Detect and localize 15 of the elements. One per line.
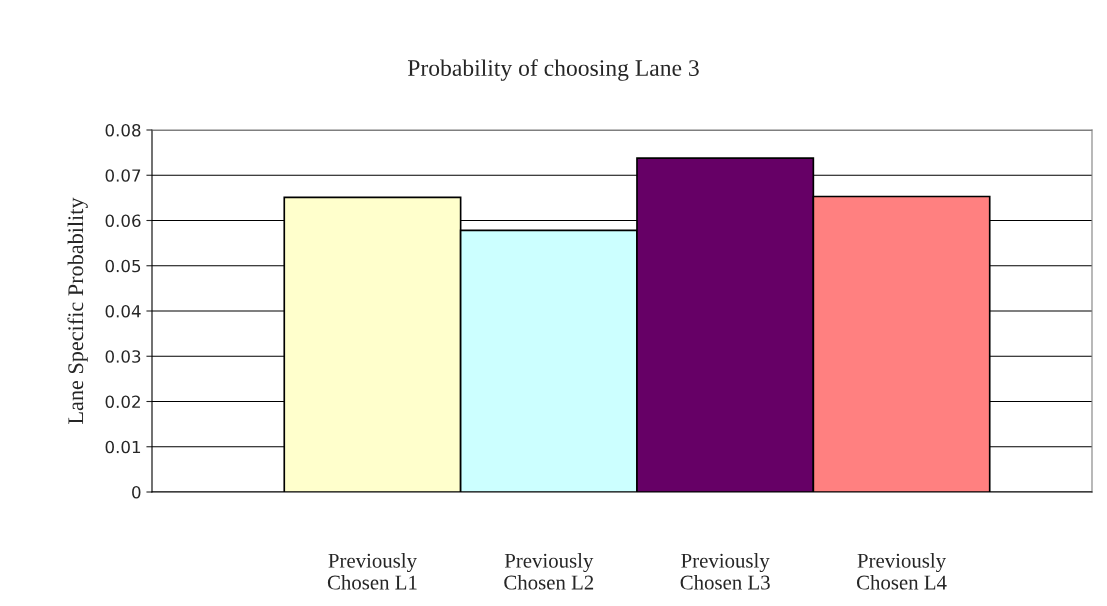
x-tick-label: Previously Chosen L2 (504, 553, 594, 590)
y-tick-label: 0.01 (105, 440, 141, 454)
chart-title: Probability of choosing Lane 3 (407, 59, 699, 81)
y-tick-label: 0.07 (105, 169, 141, 182)
y-tick-label: 0.08 (105, 123, 141, 137)
x-tick-label: Previously Chosen L1 (327, 553, 417, 590)
y-axis-title: Lane Specific Probability (67, 197, 88, 424)
y-tick-label: 0 (132, 485, 141, 499)
x-tick-label: Previously Chosen L4 (856, 553, 947, 590)
y-tick-label: 0.03 (105, 350, 141, 363)
y-tick-label: 0.04 (105, 304, 141, 318)
y-tick-label: 0.06 (105, 214, 141, 228)
y-tick-label: 0.05 (105, 259, 141, 273)
x-tick-label: Previously Chosen L3 (680, 553, 770, 590)
y-tick-label: 0.02 (105, 395, 140, 409)
